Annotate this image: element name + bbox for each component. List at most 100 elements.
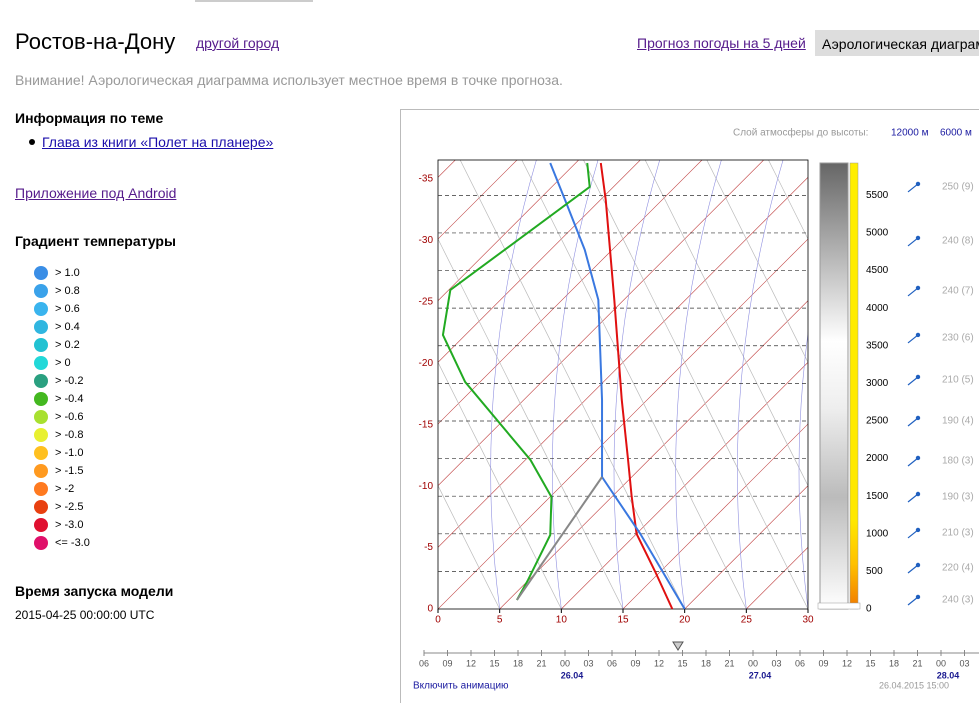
legend-label: > -2.5 (55, 501, 84, 513)
hour-label: 09 (442, 658, 452, 668)
legend-label: > -1.5 (55, 465, 84, 477)
isotherm (499, 300, 808, 609)
dry-adiabat (459, 160, 685, 609)
current-time: 26.04.2015 15:00 (879, 680, 949, 690)
legend-swatch (34, 392, 48, 406)
wind-dot (915, 332, 921, 338)
colorbar-yellow (849, 162, 859, 610)
hour-label: 00 (936, 658, 946, 668)
active-tab[interactable]: Аэрологическая диаграмма (815, 30, 979, 56)
height-tick-label: 1000 (866, 528, 889, 539)
y-tick-label: 0 (427, 604, 433, 615)
x-tick-label: 15 (617, 615, 629, 626)
dry-adiabat (706, 160, 808, 364)
y-tick-label: -35 (419, 174, 434, 185)
wind-dot (915, 374, 921, 380)
legend-swatch (34, 482, 48, 496)
dry-adiabat (438, 238, 624, 609)
moist-adiabat (675, 160, 722, 609)
hour-label: 00 (748, 658, 758, 668)
profile-line (549, 162, 686, 610)
forecast-tab[interactable]: Прогноз погоды на 5 дней (637, 35, 806, 51)
profile-line (599, 162, 674, 610)
dry-adiabat (438, 484, 500, 609)
change-city[interactable]: другой город (196, 35, 280, 51)
wind-label: 240 (8) (942, 236, 974, 247)
isotherm (438, 160, 518, 240)
height-tick-label: 3500 (866, 340, 889, 351)
hour-label: 15 (677, 658, 687, 668)
moist-adiabat (737, 160, 784, 609)
layer-option[interactable]: 12000 м (891, 128, 929, 139)
height-tick-label: 5000 (866, 228, 889, 239)
y-tick-label: -10 (419, 481, 434, 492)
wind-dot (915, 235, 921, 241)
height-tick-label: 3000 (866, 378, 889, 389)
legend-swatch (34, 518, 48, 532)
chart-frame (400, 109, 979, 703)
legend-swatch (34, 320, 48, 334)
city-title: Ростов-на-Дону (15, 29, 176, 54)
isotherm (438, 160, 765, 487)
legend-swatch (34, 428, 48, 442)
hour-label: 03 (959, 658, 969, 668)
legend-swatch (34, 464, 48, 478)
topic-title: Информация по теме (15, 110, 164, 126)
legend-label: > 0.8 (55, 285, 80, 297)
animation-link[interactable]: Включить анимацию (413, 681, 509, 692)
moist-adiabat (613, 160, 661, 609)
wind-dot (915, 527, 921, 533)
legend-label: > 0.6 (55, 303, 80, 315)
topic-link[interactable]: Глава из книги «Полет на планере» (42, 134, 274, 150)
height-tick-label: 1500 (866, 491, 889, 502)
x-tick-label: 30 (802, 615, 814, 626)
layer-option[interactable]: 6000 м (940, 128, 972, 139)
hour-label: 21 (912, 658, 922, 668)
moist-adiabat (798, 331, 808, 609)
dry-adiabat (583, 160, 808, 609)
isotherm (438, 176, 808, 548)
legend-swatch (34, 338, 48, 352)
wind-dot (915, 491, 921, 497)
isotherm (622, 423, 808, 609)
top-bar (195, 0, 313, 2)
profile-line (441, 162, 591, 601)
legend-label: > -0.4 (55, 393, 84, 405)
notice: Внимание! Аэрологическая диаграмма испол… (15, 72, 563, 88)
height-tick-label: 5500 (866, 190, 889, 201)
isotherm (0, 109, 445, 609)
legend-label: > -1.0 (55, 447, 84, 459)
background-lines (0, 109, 808, 609)
y-tick-label: -30 (419, 235, 434, 246)
legend-label: > -0.8 (55, 429, 84, 441)
model-time: 2015-04-25 00:00:00 UTC (15, 608, 155, 622)
colorbar-base (817, 602, 861, 610)
legend-label: > -0.6 (55, 411, 84, 423)
hour-label: 18 (701, 658, 711, 668)
gradient-title: Градиент температуры (15, 233, 176, 249)
dry-adiabat (768, 160, 808, 240)
hour-label: 15 (865, 658, 875, 668)
profile-line (516, 476, 603, 601)
legend-swatch (34, 266, 48, 280)
active-tab-label: Аэрологическая диаграмма (822, 36, 979, 52)
wind-label: 240 (7) (942, 286, 974, 297)
hour-label: 03 (771, 658, 781, 668)
legend-swatch (34, 374, 48, 388)
height-tick-label: 2000 (866, 453, 889, 464)
y-tick-label: -15 (419, 419, 434, 430)
x-tick-label: 5 (497, 615, 503, 626)
hour-label: 15 (489, 658, 499, 668)
android-link[interactable]: Приложение под Android (15, 185, 177, 201)
legend-swatch (34, 536, 48, 550)
wind-dot (915, 562, 921, 568)
wind-dot (915, 181, 921, 187)
wind-label: 210 (3) (942, 528, 974, 539)
wind-label: 250 (9) (942, 182, 974, 193)
legend-label: > 0.4 (55, 321, 80, 333)
hour-label: 21 (536, 658, 546, 668)
hour-label: 06 (795, 658, 805, 668)
date-label: 27.04 (749, 670, 772, 680)
height-tick-label: 4500 (866, 265, 889, 276)
dry-adiabat (521, 160, 747, 609)
